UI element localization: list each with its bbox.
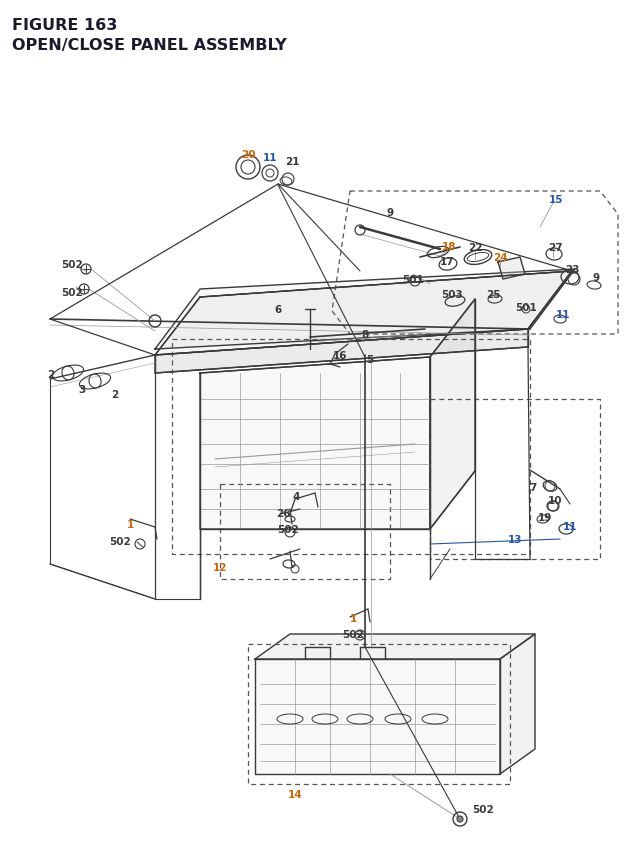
Text: 8: 8 <box>362 330 369 339</box>
Text: 7: 7 <box>529 482 537 492</box>
Text: 26: 26 <box>276 508 291 518</box>
Polygon shape <box>155 272 572 356</box>
Text: 12: 12 <box>212 562 227 573</box>
Text: 13: 13 <box>508 535 522 544</box>
Text: 27: 27 <box>548 243 563 253</box>
Text: FIGURE 163: FIGURE 163 <box>12 18 117 33</box>
Text: 2: 2 <box>47 369 54 380</box>
Text: 9: 9 <box>593 273 600 282</box>
Text: 25: 25 <box>486 289 500 300</box>
Text: 11: 11 <box>556 310 570 319</box>
Text: 2: 2 <box>111 389 118 400</box>
Polygon shape <box>155 330 528 374</box>
Text: 1: 1 <box>349 613 356 623</box>
Text: 502: 502 <box>109 536 131 547</box>
Text: 502: 502 <box>472 804 494 814</box>
Text: 6: 6 <box>275 305 282 314</box>
Text: 24: 24 <box>493 253 508 263</box>
Text: 3: 3 <box>78 385 86 394</box>
Text: 502: 502 <box>61 288 83 298</box>
Polygon shape <box>155 269 575 350</box>
Text: 14: 14 <box>288 789 302 799</box>
Text: 11: 11 <box>263 152 277 163</box>
Text: 1: 1 <box>126 519 134 530</box>
Polygon shape <box>255 635 535 660</box>
Text: 5: 5 <box>366 355 374 364</box>
Text: 17: 17 <box>440 257 454 267</box>
Text: 501: 501 <box>515 303 537 313</box>
Polygon shape <box>498 257 525 280</box>
Text: 502: 502 <box>277 524 299 535</box>
Text: OPEN/CLOSE PANEL ASSEMBLY: OPEN/CLOSE PANEL ASSEMBLY <box>12 38 287 53</box>
Text: 22: 22 <box>468 243 483 253</box>
Circle shape <box>457 816 463 822</box>
Text: 502: 502 <box>61 260 83 269</box>
Polygon shape <box>430 300 475 530</box>
Text: 21: 21 <box>285 157 300 167</box>
Text: 16: 16 <box>333 350 348 361</box>
Text: 10: 10 <box>548 495 563 505</box>
Text: 501: 501 <box>402 275 424 285</box>
Text: 23: 23 <box>564 264 579 275</box>
Text: 19: 19 <box>538 512 552 523</box>
Polygon shape <box>255 660 500 774</box>
Polygon shape <box>500 635 535 774</box>
Text: 20: 20 <box>241 150 255 160</box>
Text: 11: 11 <box>563 522 577 531</box>
Text: 18: 18 <box>442 242 456 251</box>
Text: 502: 502 <box>342 629 364 639</box>
Text: 15: 15 <box>548 195 563 205</box>
Text: 503: 503 <box>441 289 463 300</box>
Text: 4: 4 <box>292 492 300 501</box>
Polygon shape <box>200 357 430 530</box>
Text: 9: 9 <box>387 208 394 218</box>
